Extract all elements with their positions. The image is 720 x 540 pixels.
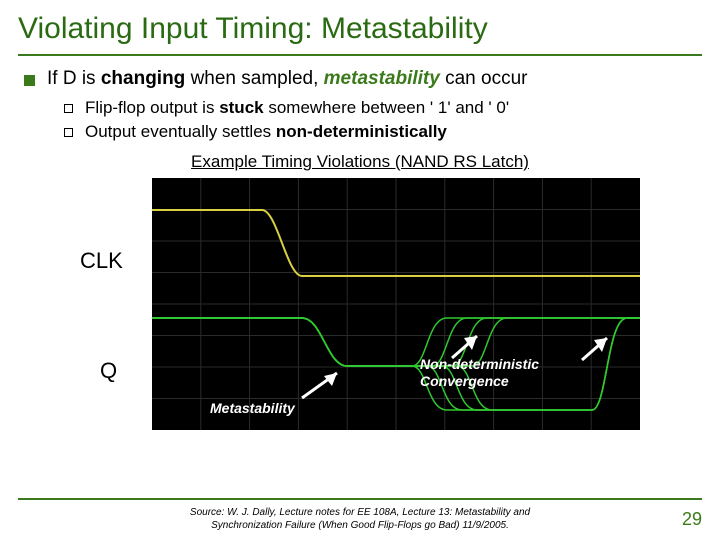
text-bold: changing: [101, 68, 185, 89]
text-fragment: when sampled,: [185, 68, 323, 89]
page-number: 29: [682, 509, 702, 530]
text-line: Convergence: [420, 373, 509, 389]
annotation-convergence: Non-deterministic Convergence: [420, 356, 539, 390]
title-rule: [18, 54, 702, 56]
figure-area: CLK Q Metastability Non-deterministic Co…: [80, 178, 640, 430]
text-bold: non-deterministically: [276, 122, 447, 141]
text-line: Non-deterministic: [420, 356, 539, 372]
text-line: Synchronization Failure (When Good Flip-…: [211, 520, 509, 531]
signal-label-clk: CLK: [80, 248, 123, 274]
footer-rule: [18, 498, 702, 500]
bullet-square-icon: [24, 75, 35, 86]
figure-caption: Example Timing Violations (NAND RS Latch…: [24, 152, 696, 172]
oscilloscope-plot: [152, 178, 640, 430]
text-fragment: can occur: [440, 68, 528, 89]
text-line: Source: W. J. Dally, Lecture notes for E…: [190, 507, 530, 518]
slide-title: Violating Input Timing: Metastability: [0, 0, 720, 54]
content-area: If D is changing when sampled, metastabi…: [0, 68, 720, 430]
citation-text: Source: W. J. Dally, Lecture notes for E…: [0, 506, 720, 532]
bullet-text: Flip-flop output is stuck somewhere betw…: [85, 98, 509, 118]
annotation-metastability: Metastability: [210, 400, 295, 416]
text-emphasis: metastability: [324, 68, 440, 89]
bullet-hollow-icon: [64, 104, 73, 113]
text-fragment: somewhere between ' 1' and ' 0': [264, 98, 509, 117]
bullet-level1: If D is changing when sampled, metastabi…: [24, 68, 696, 90]
signal-label-q: Q: [100, 358, 117, 384]
bullet-level2: Flip-flop output is stuck somewhere betw…: [64, 98, 696, 118]
text-fragment: Output eventually settles: [85, 122, 276, 141]
text-fragment: Flip-flop output is: [85, 98, 219, 117]
bullet-level2: Output eventually settles non-determinis…: [64, 122, 696, 142]
bullet-text: Output eventually settles non-determinis…: [85, 122, 447, 142]
text-bold: stuck: [219, 98, 263, 117]
bullet-text: If D is changing when sampled, metastabi…: [47, 68, 527, 90]
text-fragment: If D is: [47, 68, 101, 89]
bullet-hollow-icon: [64, 128, 73, 137]
